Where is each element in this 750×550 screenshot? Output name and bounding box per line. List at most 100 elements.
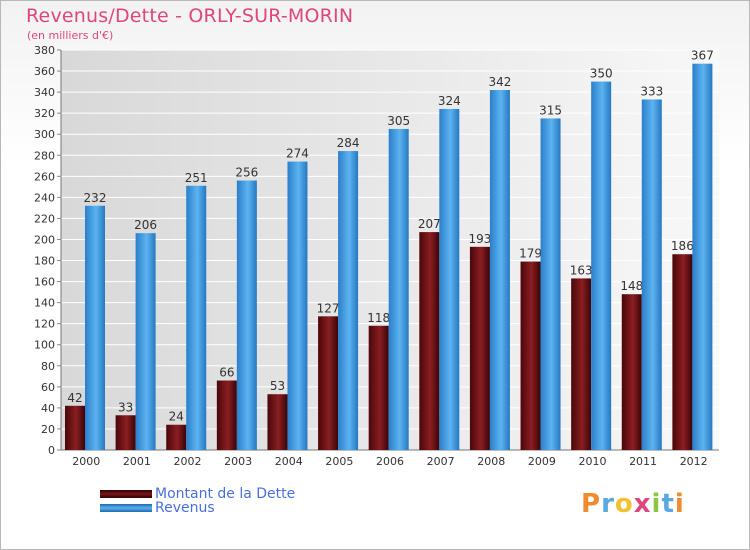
x-tick-label: 2010 <box>578 455 606 468</box>
y-tick-label: 380 <box>34 44 55 57</box>
data-label-dette: 193 <box>468 232 491 246</box>
logo-letter: x <box>633 489 652 519</box>
bar-dette <box>520 261 541 450</box>
bar-revenus <box>186 185 207 450</box>
bar-revenus <box>338 151 359 451</box>
legend-swatch-revenus <box>100 504 152 512</box>
legend: Montant de la Dette Revenus <box>100 487 295 515</box>
data-label-dette: 186 <box>671 239 694 253</box>
y-tick-label: 200 <box>34 233 55 246</box>
bar-revenus <box>439 108 460 451</box>
data-label-revenus: 367 <box>691 49 714 63</box>
legend-swatch-dette <box>100 490 152 498</box>
x-tick-label: 2011 <box>629 455 657 468</box>
data-label-revenus: 256 <box>235 166 258 180</box>
x-tick-label: 2004 <box>275 455 303 468</box>
bar-dette <box>621 294 642 450</box>
y-tick-label: 160 <box>34 276 55 289</box>
bar-revenus <box>540 118 561 450</box>
x-tick-label: 2000 <box>72 455 100 468</box>
y-tick-label: 360 <box>34 65 55 78</box>
logo-letter: P <box>581 489 602 519</box>
bar-dette <box>571 278 592 450</box>
x-tick-label: 2002 <box>174 455 202 468</box>
data-label-revenus: 315 <box>539 103 562 117</box>
data-label-revenus: 251 <box>185 171 208 185</box>
bar-revenus <box>388 128 409 450</box>
y-tick-label: 40 <box>41 402 55 415</box>
bar-revenus <box>591 81 612 450</box>
data-label-dette: 127 <box>317 301 340 315</box>
data-label-revenus: 342 <box>488 75 511 89</box>
data-label-dette: 163 <box>570 263 593 277</box>
data-label-revenus: 333 <box>640 84 663 98</box>
x-tick-label: 2008 <box>477 455 505 468</box>
bar-revenus <box>287 161 308 450</box>
data-label-dette: 24 <box>169 410 184 424</box>
data-label-revenus: 284 <box>337 136 360 150</box>
bar-dette <box>115 415 136 450</box>
bar-revenus <box>85 205 105 450</box>
x-tick-label: 2012 <box>680 455 708 468</box>
bar-dette <box>166 424 187 450</box>
y-tick-label: 320 <box>34 107 55 120</box>
x-tick-label: 2005 <box>325 455 353 468</box>
data-label-dette: 148 <box>620 279 643 293</box>
y-tick-label: 0 <box>48 444 55 457</box>
x-tick-label: 2007 <box>427 455 455 468</box>
logo-letter: t <box>661 489 675 519</box>
data-label-dette: 53 <box>270 379 285 393</box>
y-tick-label: 80 <box>41 360 55 373</box>
chart-subtitle: (en milliers d'€) <box>27 29 114 42</box>
data-label-revenus: 324 <box>438 94 461 108</box>
bar-revenus <box>641 99 662 450</box>
y-tick-label: 120 <box>34 318 55 331</box>
x-tick-label: 2003 <box>224 455 252 468</box>
y-tick-label: 260 <box>34 170 55 183</box>
y-tick-label: 240 <box>34 191 55 204</box>
logo-letter: i <box>674 489 685 519</box>
bar-dette <box>419 232 440 450</box>
data-label-revenus: 274 <box>286 147 309 161</box>
data-label-dette: 33 <box>118 400 133 414</box>
data-label-dette: 42 <box>67 391 82 405</box>
legend-item-dette: Montant de la Dette <box>100 487 295 501</box>
logo-letter: i <box>651 489 662 519</box>
bar-revenus <box>135 233 156 450</box>
y-tick-label: 60 <box>41 381 55 394</box>
legend-label-revenus: Revenus <box>155 500 215 516</box>
bar-dette <box>318 316 339 450</box>
bar-dette <box>267 394 288 450</box>
data-label-revenus: 206 <box>134 218 157 232</box>
bar-dette <box>672 254 693 450</box>
data-label-dette: 118 <box>367 311 390 325</box>
y-tick-label: 20 <box>41 423 55 436</box>
y-tick-label: 140 <box>34 297 55 310</box>
bar-revenus <box>489 90 510 450</box>
chart-title: Revenus/Dette - ORLY-SUR-MORIN <box>26 5 354 27</box>
y-tick-label: 300 <box>34 128 55 141</box>
bar-dette <box>65 405 85 450</box>
bar-revenus <box>692 63 713 451</box>
x-tick-label: 2001 <box>123 455 151 468</box>
bar-dette <box>368 325 389 450</box>
data-label-dette: 179 <box>519 247 542 261</box>
bar-dette <box>216 380 237 450</box>
y-tick-label: 100 <box>34 339 55 352</box>
y-tick-label: 180 <box>34 255 55 268</box>
bar-revenus <box>236 180 257 451</box>
y-tick-label: 280 <box>34 149 55 162</box>
y-tick-label: 340 <box>34 86 55 99</box>
logo-letter: r <box>601 489 615 519</box>
y-tick-label: 220 <box>34 212 55 225</box>
bar-dette <box>469 246 490 450</box>
data-label-revenus: 232 <box>84 191 107 205</box>
data-label-revenus: 350 <box>590 67 613 81</box>
proxiti-logo: Proxiti <box>581 489 685 519</box>
data-label-revenus: 305 <box>387 114 410 128</box>
data-label-dette: 66 <box>219 366 234 380</box>
legend-label-dette: Montant de la Dette <box>155 486 296 502</box>
legend-item-revenus: Revenus <box>100 501 295 515</box>
x-tick-label: 2009 <box>528 455 556 468</box>
